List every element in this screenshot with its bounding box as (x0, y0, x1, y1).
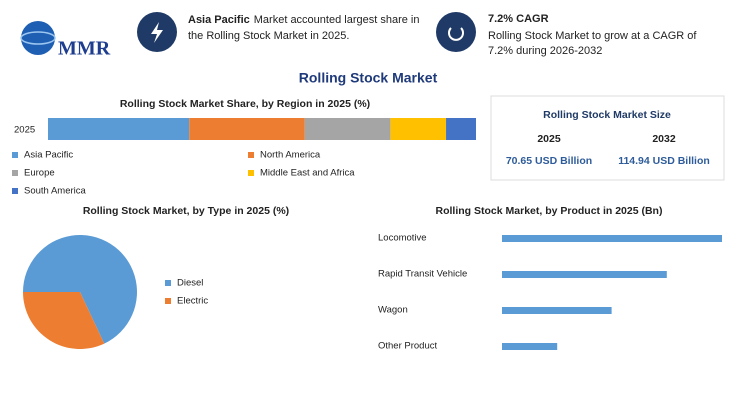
category-label: Wagon (378, 305, 408, 316)
bar (502, 343, 558, 350)
legend-swatch (12, 152, 18, 158)
highlight: Asia Pacific (188, 14, 250, 26)
year: 2025 (537, 133, 561, 145)
pie-slice (23, 235, 137, 344)
legend-label: South America (24, 186, 86, 197)
bar-segment (304, 118, 391, 140)
bar-segment (446, 118, 476, 140)
legend-label: Diesel (177, 278, 203, 289)
box-title: Rolling Stock Market Size (543, 109, 671, 121)
bar (502, 271, 667, 278)
main-title: Rolling Stock Market (299, 70, 438, 86)
info-line: 7.2% during 2026-2032 (488, 45, 602, 57)
category-label: 2025 (14, 125, 35, 136)
legend-label: Asia Pacific (24, 150, 73, 161)
icon (436, 12, 476, 52)
info-text: Asia Pacific Market accounted largest sha… (188, 14, 419, 26)
globe-ring (20, 31, 56, 45)
chart-title: Rolling Stock Market Share, by Region in… (120, 98, 370, 110)
category-label: Other Product (378, 341, 437, 352)
legend-swatch (12, 170, 18, 176)
legend-label: Europe (24, 168, 55, 179)
legend-label: Electric (177, 296, 208, 307)
legend-label: Middle East and Africa (260, 168, 355, 179)
cagr-icon (448, 27, 464, 41)
legend-swatch (248, 170, 254, 176)
category-label: Rapid Transit Vehicle (378, 269, 467, 280)
logo-text: MMR (58, 38, 111, 60)
bar-segment (48, 118, 190, 140)
legend-swatch (12, 188, 18, 194)
size-value: 114.94 USD Billion (618, 155, 710, 167)
bar (502, 307, 612, 314)
legend-swatch (165, 298, 171, 304)
category-label: Locomotive (378, 233, 427, 244)
bolt-icon (151, 22, 163, 43)
chart-title: Rolling Stock Market, by Product in 2025… (436, 205, 663, 217)
info-line: Rolling Stock Market to grow at a CAGR o… (488, 30, 697, 42)
legend-swatch (248, 152, 254, 158)
info-title: 7.2% CAGR (488, 13, 549, 25)
pie-slice (23, 292, 105, 349)
bar-segment (390, 118, 447, 140)
info-line: Market accounted largest share in (254, 14, 420, 26)
info-line: the Rolling Stock Market in 2025. (188, 30, 349, 42)
bar-segment (189, 118, 305, 140)
bar (502, 235, 722, 242)
logo: MMR (20, 21, 111, 60)
globe (21, 21, 55, 55)
chart-title: Rolling Stock Market, by Type in 2025 (%… (83, 205, 289, 217)
legend-label: North America (260, 150, 321, 161)
legend-swatch (165, 280, 171, 286)
market-size-box (490, 95, 725, 181)
year: 2032 (652, 133, 676, 145)
size-value: 70.65 USD Billion (506, 155, 592, 167)
